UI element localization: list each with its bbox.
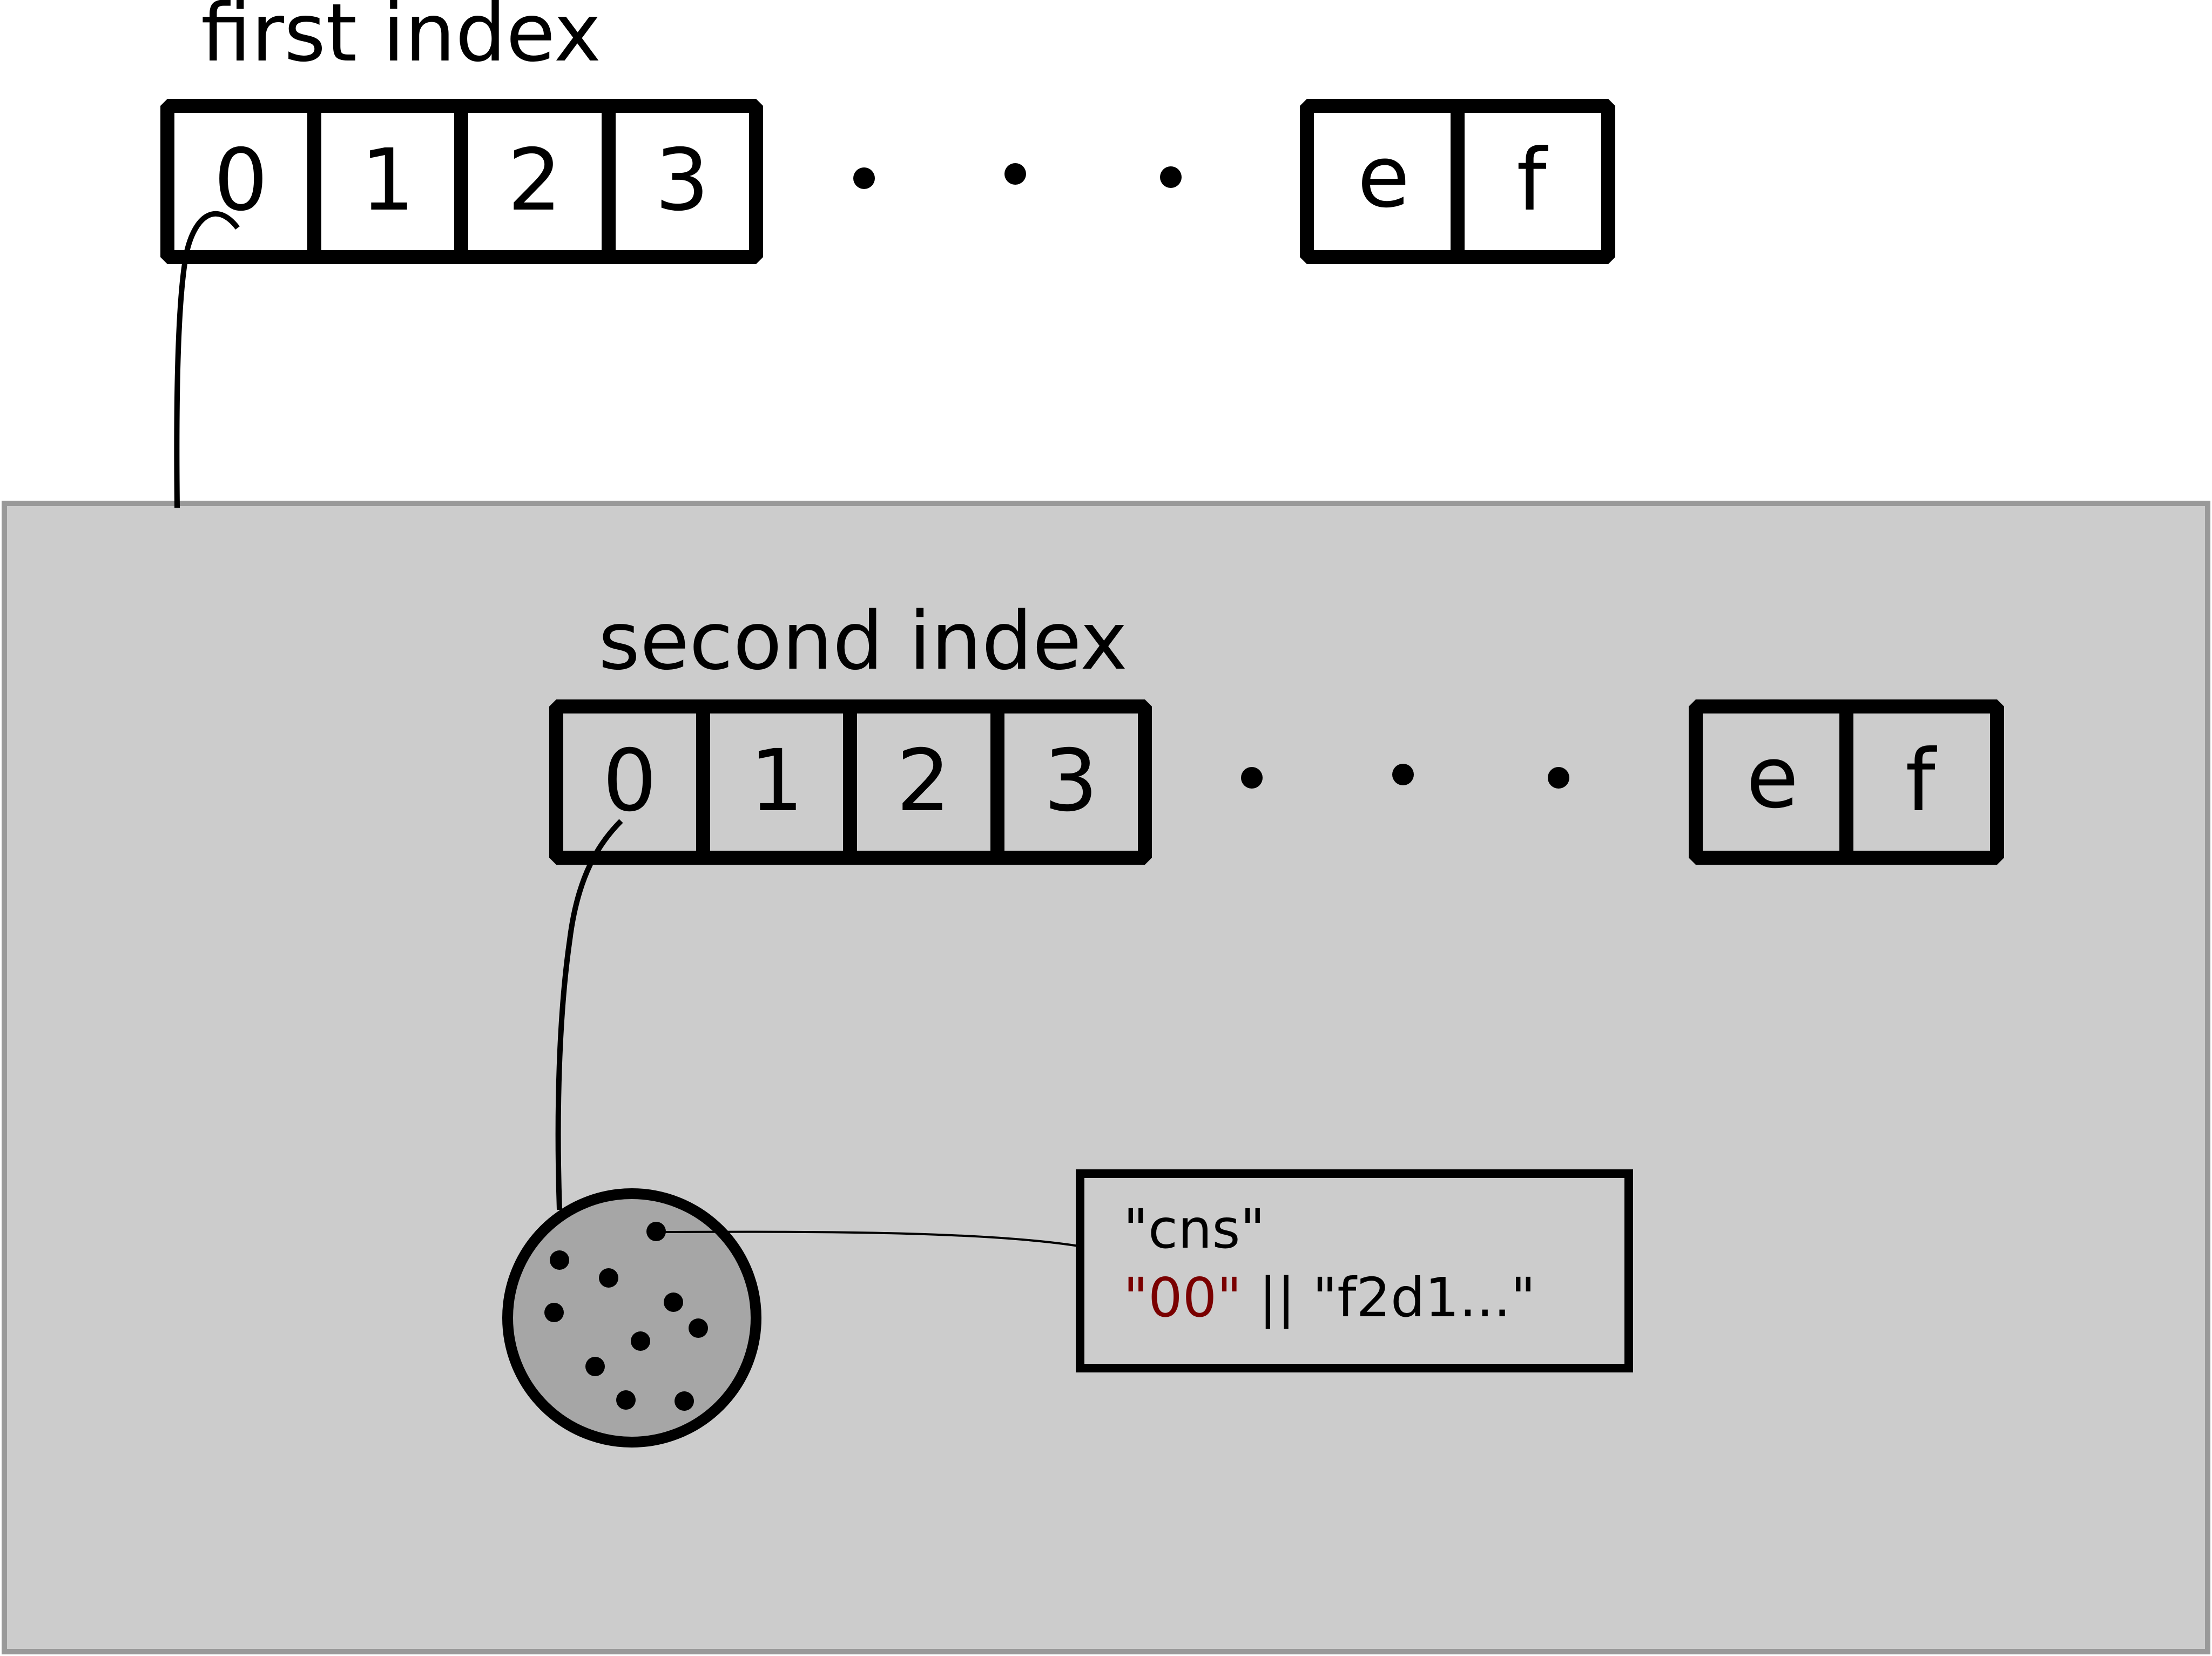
- ellipsis-dot: [853, 167, 875, 189]
- ellipsis-dot: [1004, 163, 1026, 185]
- bucket-dot: [616, 1390, 636, 1410]
- bucket-circle-icon[interactable]: [502, 1188, 761, 1448]
- bucket-dot: [689, 1318, 708, 1338]
- first-index-cell-label-f: f: [1516, 131, 1548, 230]
- bucket-dot: [631, 1331, 650, 1351]
- second-index-cell-label-3: 3: [1044, 731, 1098, 831]
- record-line-1: "cns": [1123, 1197, 1265, 1261]
- record-suffix: || "f2d1...": [1242, 1266, 1535, 1329]
- second-level-panel: [2, 501, 2210, 1654]
- record-line-2: "00" || "f2d1...": [1123, 1266, 1536, 1329]
- first-index-pointer: [174, 211, 240, 508]
- bucket-dot: [550, 1250, 569, 1270]
- record-prefix-highlight: "00": [1123, 1266, 1242, 1329]
- ellipsis-dot: [1160, 166, 1182, 188]
- ellipsis-dot: [1548, 767, 1569, 789]
- bucket-dot: [599, 1268, 618, 1288]
- second-index-left-block: 0 1 2 3: [549, 699, 1152, 865]
- bucket-dot: [664, 1293, 683, 1312]
- second-index-cell-label-0: 0: [603, 731, 657, 831]
- second-index-title: second index: [598, 595, 1128, 688]
- second-index-right-block: e f: [1689, 699, 2004, 865]
- first-index-cell-label-3: 3: [655, 131, 710, 230]
- record-pointer: [656, 1230, 1105, 1252]
- ellipsis-dot: [1241, 767, 1263, 789]
- first-index-cell-label-2: 2: [508, 131, 562, 230]
- bucket-dot: [585, 1357, 605, 1376]
- record-box[interactable]: "cns" "00" || "f2d1...": [1076, 1169, 1633, 1372]
- second-index-cell-label-f: f: [1905, 731, 1937, 831]
- first-index-cell-label-e: e: [1357, 127, 1410, 227]
- second-index-ellipsis: [1241, 764, 1569, 789]
- first-index-left-block: 0 1 2 3: [160, 99, 763, 264]
- second-index-cell-label-e: e: [1746, 728, 1798, 827]
- first-index-ellipsis: [853, 163, 1182, 189]
- ellipsis-dot: [1392, 764, 1414, 785]
- second-index-cell-label-2: 2: [896, 731, 951, 831]
- first-index-cell-label-1: 1: [361, 131, 415, 230]
- bucket-circle: [502, 1188, 761, 1448]
- bucket-dot: [544, 1303, 564, 1322]
- second-index-pointer: [555, 819, 623, 1210]
- record-box-frame: [1076, 1169, 1633, 1372]
- first-index-right-block: e f: [1300, 99, 1615, 264]
- second-index-cell-label-1: 1: [750, 731, 804, 831]
- first-index-title: first index: [201, 0, 601, 79]
- bucket-dot: [675, 1391, 694, 1411]
